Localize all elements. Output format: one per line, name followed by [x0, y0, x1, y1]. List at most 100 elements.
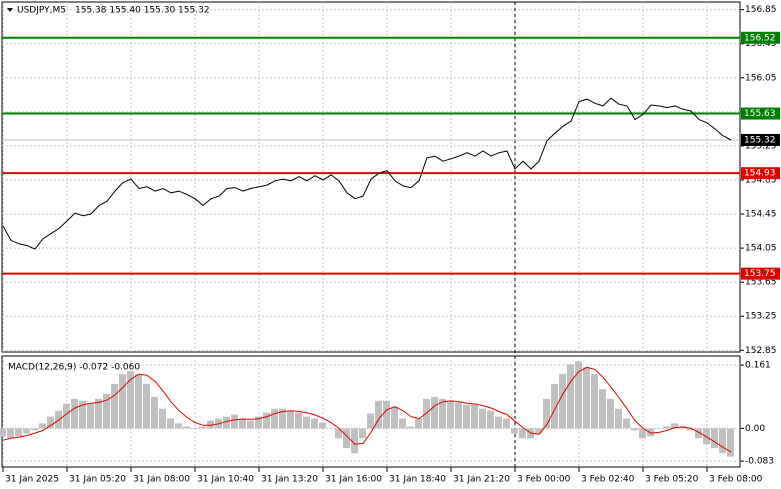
- histogram-bar: [471, 404, 478, 429]
- menu-arrow[interactable]: [7, 8, 13, 12]
- histogram-bar: [687, 428, 694, 431]
- histogram-bar: [31, 428, 38, 431]
- histogram-bar: [39, 423, 46, 429]
- histogram-bar: [135, 374, 142, 429]
- histogram-bar: [567, 364, 574, 429]
- panel-frame: [1, 355, 741, 468]
- histogram-bar: [655, 428, 662, 429]
- histogram-bar: [63, 403, 70, 429]
- histogram-bar: [327, 428, 334, 429]
- histogram-bar: [191, 428, 198, 429]
- level-label: 154.93: [744, 169, 776, 179]
- histogram-bar: [287, 410, 294, 429]
- y-tick-label: 0.00: [745, 424, 765, 434]
- histogram-bar: [295, 412, 302, 429]
- level-label-box: [741, 267, 780, 280]
- x-tick-label: 31 Jan 2025: [5, 475, 59, 485]
- histogram-bar: [551, 383, 558, 429]
- x-tick-label: 31 Jan 05:20: [69, 475, 126, 485]
- histogram-bar: [359, 428, 366, 439]
- y-tick-label: 153.25: [745, 312, 777, 322]
- current-price-label: 155.32: [744, 135, 776, 145]
- histogram-bar: [167, 418, 174, 429]
- level-label: 155.63: [744, 109, 776, 119]
- histogram-bar: [391, 406, 398, 429]
- y-tick-label: 152.85: [745, 346, 777, 356]
- y-tick-label: 154.85: [745, 175, 777, 185]
- histogram-bar: [23, 428, 30, 434]
- histogram-bar: [199, 426, 206, 429]
- histogram-bar: [263, 412, 270, 429]
- histogram-bar: [143, 383, 150, 429]
- histogram-bar: [335, 428, 342, 439]
- y-tick-label: 156.45: [745, 39, 777, 49]
- histogram-bar: [175, 423, 182, 429]
- histogram-bar: [583, 367, 590, 429]
- histogram-bar: [671, 423, 678, 429]
- histogram-bar: [239, 418, 246, 429]
- level-label: 153.75: [744, 269, 776, 279]
- histogram-bar: [351, 428, 358, 454]
- histogram-bar: [231, 414, 238, 429]
- signal-line: [2, 366, 732, 453]
- histogram-bar: [95, 398, 102, 429]
- x-tick-label: 3 Feb 00:00: [517, 475, 571, 485]
- x-tick-label: 31 Jan 16:00: [325, 475, 382, 485]
- level-label-box: [741, 107, 780, 120]
- histogram-bar: [15, 428, 22, 437]
- histogram-bar: [255, 416, 262, 429]
- y-tick-label: 156.85: [745, 5, 777, 15]
- histogram-bar: [535, 428, 542, 434]
- histogram-bar: [695, 428, 702, 439]
- histogram-bar: [463, 404, 470, 429]
- histogram-bar: [0, 428, 6, 437]
- level-label-box: [741, 167, 780, 180]
- histogram-bar: [711, 428, 718, 449]
- histogram-bar: [87, 403, 94, 429]
- histogram-bar: [639, 428, 646, 439]
- histogram-bar: [375, 400, 382, 429]
- histogram-bar: [71, 398, 78, 429]
- histogram-bar: [455, 402, 462, 429]
- histogram-bar: [303, 416, 310, 429]
- histogram-bar: [559, 374, 566, 429]
- histogram-bar: [407, 426, 414, 429]
- histogram-bar: [631, 428, 638, 431]
- x-tick-label: 3 Feb 08:00: [709, 475, 763, 485]
- symbol: USDJPY,M5: [17, 6, 66, 16]
- histogram-bar: [367, 413, 374, 429]
- histogram-bar: [439, 398, 446, 429]
- histogram-bar: [151, 396, 158, 429]
- histogram-bar: [511, 428, 518, 434]
- histogram-bar: [47, 416, 54, 429]
- histogram-bar: [343, 428, 350, 449]
- ohlc: 155.38 155.40 155.30 155.32: [75, 6, 210, 16]
- histogram-bar: [663, 426, 670, 429]
- y-tick-label: 154.45: [745, 210, 777, 220]
- histogram-bar: [399, 418, 406, 429]
- x-tick-label: 31 Jan 21:20: [453, 475, 510, 485]
- histogram-bar: [431, 396, 438, 429]
- histogram-bar: [279, 408, 286, 429]
- y-tick-label: 156.05: [745, 73, 777, 83]
- histogram-bar: [111, 383, 118, 429]
- histogram-bar: [247, 420, 254, 429]
- price-line: [2, 97, 732, 250]
- x-tick-label: 31 Jan 08:00: [133, 475, 190, 485]
- x-tick-label: 31 Jan 10:40: [197, 475, 254, 485]
- panel-frame: [1, 1, 741, 353]
- y-tick-label: 0.161: [745, 361, 771, 371]
- histogram-bar: [727, 428, 734, 457]
- y-tick-label: 153.65: [745, 278, 777, 288]
- level-label: 156.52: [744, 33, 776, 43]
- histogram-bar: [415, 418, 422, 429]
- x-tick-label: 3 Feb 02:40: [581, 475, 635, 485]
- histogram-bar: [623, 418, 630, 429]
- x-tick-label: 31 Jan 18:40: [389, 475, 446, 485]
- histogram-bar: [119, 374, 126, 429]
- histogram-bar: [207, 420, 214, 429]
- histogram-bar: [7, 428, 14, 439]
- histogram-bar: [447, 400, 454, 429]
- histogram-bar: [319, 422, 326, 429]
